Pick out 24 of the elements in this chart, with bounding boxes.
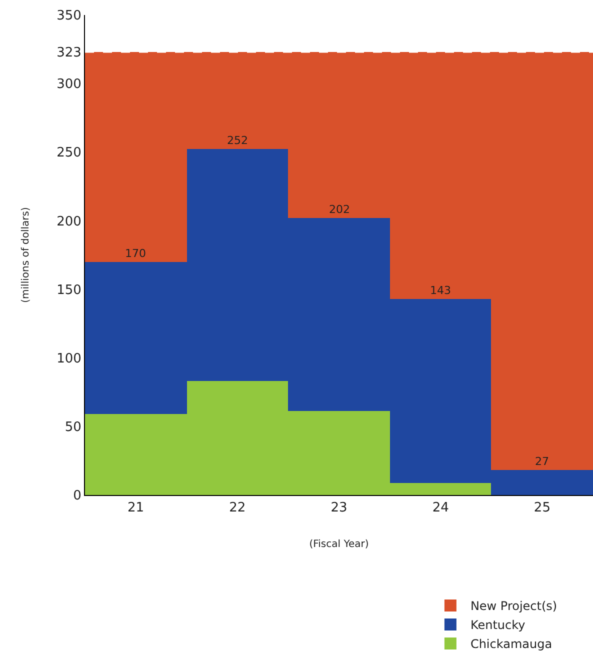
annotation: 27	[535, 455, 549, 468]
legend-label: New Project(s)	[470, 599, 558, 614]
x-tick-label: 24	[432, 500, 449, 516]
x-tick-label: 25	[534, 500, 550, 516]
x-tick-label: 21	[128, 500, 144, 516]
y-tick-label: 250	[56, 146, 82, 161]
x-tick-label: 22	[229, 500, 246, 516]
annotation: 143	[430, 284, 451, 297]
y-tick-label: 50	[64, 420, 82, 435]
y-tick-label: 200	[56, 214, 82, 230]
annotation: 170	[125, 247, 146, 260]
y-tick-label: 0	[73, 488, 82, 504]
y-tick-label: 100	[56, 351, 82, 366]
annotation: 202	[329, 203, 350, 216]
x-axis-title: (Fiscal Year)	[309, 539, 369, 550]
legend-label: Kentucky	[470, 618, 526, 632]
y-tick-label: 323	[56, 46, 82, 61]
y-tick-label: 150	[56, 282, 82, 298]
y-axis-title: (millions of dollars)	[20, 207, 32, 303]
annotation: 252	[227, 134, 248, 147]
x-tick-label: 23	[330, 500, 348, 516]
y-tick-label: 300	[56, 77, 82, 92]
y-tick-label: 350	[56, 8, 82, 24]
legend-label: Chickamauga	[470, 637, 552, 652]
